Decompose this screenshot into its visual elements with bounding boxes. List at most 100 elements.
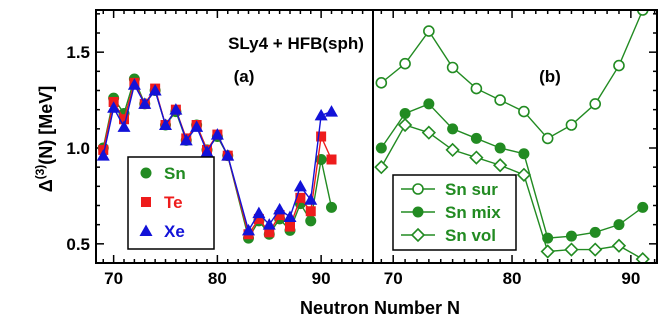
series-line-xe: [102, 82, 332, 233]
model-annotation: SLy4 + HFB(sph): [228, 34, 364, 53]
data-point-xe: [190, 120, 204, 132]
x-tick-label: 70: [104, 269, 123, 288]
plot-frame: [372, 9, 658, 264]
data-point-sn-sur: [541, 132, 554, 145]
data-point-sn-vol: [611, 238, 627, 253]
legend-label-sn: Sn: [164, 164, 186, 183]
data-point-te: [285, 221, 296, 232]
series-line-sn-sur: [380, 10, 644, 140]
data-point-te: [253, 213, 264, 224]
legend-marker-sn-vol: [410, 227, 426, 243]
data-point-te: [316, 131, 327, 142]
data-point-xe: [148, 84, 162, 96]
legend-marker-sn-sur: [412, 183, 424, 195]
legend-marker-xe: [139, 224, 153, 236]
data-point-sn-sur: [565, 119, 578, 131]
data-point-sn: [305, 215, 317, 227]
panel-b-label: (b): [539, 67, 561, 86]
legend-label-xe: Xe: [164, 222, 185, 241]
legend-marker-te: [141, 197, 151, 207]
data-point-xe: [314, 108, 328, 121]
panel-a: 70 80 90 0.5 1.0 1.5 Sn Te Xe: [66, 9, 374, 288]
y-tick-label: 1.0: [66, 139, 90, 158]
data-point-sn: [326, 201, 338, 213]
y-axis-title: Δ(3)(N) [MeV]: [33, 86, 56, 193]
data-point-xe: [273, 202, 287, 215]
data-point-sn-vol: [445, 142, 460, 158]
data-point-xe: [107, 101, 121, 113]
data-point-xe: [325, 105, 339, 117]
data-point-xe: [293, 179, 307, 192]
data-point-sn-mix: [399, 108, 411, 119]
data-point-sn-mix: [518, 148, 530, 160]
data-point-sn-vol: [564, 242, 579, 257]
data-point-sn-sur: [446, 61, 459, 74]
data-point-xe: [252, 206, 266, 219]
x-tick-label: 90: [621, 269, 640, 288]
data-point-sn-mix: [565, 230, 577, 242]
data-point-sn-vol: [374, 160, 389, 175]
data-point-sn-mix: [423, 98, 435, 110]
legend-label-sn-vol: Sn vol: [445, 226, 496, 245]
data-point-xe: [138, 97, 152, 109]
legend-label-sn-mix: Sn mix: [445, 203, 501, 222]
data-point-sn-sur: [470, 82, 483, 95]
data-point-xe: [200, 145, 214, 157]
data-point-sn-vol: [469, 150, 484, 165]
x-tick-label: 80: [208, 269, 227, 288]
data-point-sn-vol: [493, 158, 508, 173]
x-tick-label: 90: [312, 269, 331, 288]
data-point-te: [264, 227, 275, 238]
data-point-xe: [159, 118, 173, 130]
data-point-xe: [283, 210, 297, 222]
data-point-sn-mix: [589, 226, 601, 238]
data-point-sn-sur: [589, 98, 602, 110]
panel-b: 70 80 90 Sn sur Sn mix Sn vol: [372, 9, 658, 288]
data-point-sn-vol: [588, 242, 603, 257]
data-point-sn-vol: [635, 252, 650, 263]
data-point-sn-mix: [447, 123, 459, 135]
data-point-sn-vol: [516, 167, 532, 182]
data-point-xe: [169, 103, 183, 115]
data-point-sn-sur: [399, 57, 411, 70]
legend: Sn Te Xe: [127, 156, 215, 250]
data-point-te: [295, 192, 306, 203]
data-point-te: [305, 206, 316, 217]
y-tick-label: 0.5: [66, 235, 90, 254]
data-point-sn-sur: [636, 10, 649, 16]
data-point-sn-mix: [470, 132, 482, 144]
legend-label-sn-sur: Sn sur: [445, 180, 498, 199]
x-tick-label: 80: [503, 269, 522, 288]
y-axis-title-rest: (N) [MeV]: [36, 86, 56, 165]
plot-area: [374, 10, 650, 263]
data-point-xe: [304, 193, 318, 205]
data-point-xe: [221, 149, 235, 161]
data-point-sn-vol: [540, 244, 555, 259]
data-point-xe: [96, 149, 110, 161]
data-point-xe: [210, 128, 224, 140]
data-point-sn-sur: [375, 77, 388, 89]
y-axis-title-sup: (3): [33, 165, 47, 180]
data-point-xe: [117, 120, 131, 132]
data-point-te: [274, 210, 285, 221]
data-point-sn-sur: [613, 59, 625, 72]
data-point-sn-mix: [637, 201, 649, 213]
data-point-sn-mix: [494, 142, 506, 154]
data-point-sn-sur: [518, 105, 530, 118]
data-point-te: [119, 114, 130, 125]
data-point-xe: [179, 133, 193, 146]
data-point-sn-mix: [613, 219, 625, 231]
panel-a-label: (a): [234, 67, 255, 86]
data-point-sn-sur: [423, 25, 435, 37]
data-point-xe: [127, 78, 141, 90]
data-point-sn-sur: [494, 94, 506, 106]
data-point-xe: [262, 218, 276, 230]
data-point-sn-vol: [421, 125, 436, 140]
x-axis-title: Neutron Number N: [300, 298, 460, 318]
y-axis-title-prefix: Δ: [36, 179, 56, 192]
legend-label-te: Te: [164, 193, 183, 212]
y-tick-label: 1.5: [66, 43, 90, 62]
x-tick-label: 70: [384, 269, 403, 288]
legend: Sn sur Sn mix Sn vol: [392, 174, 517, 251]
